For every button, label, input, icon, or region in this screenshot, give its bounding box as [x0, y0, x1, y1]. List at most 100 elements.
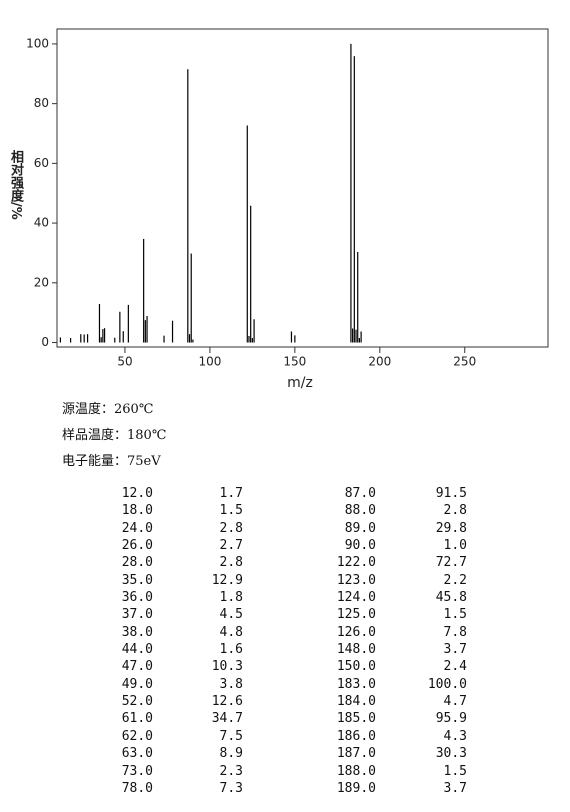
table-row: 18.0 1.5 88.0 2.8: [0, 503, 570, 520]
table-cell: 2.7: [219, 538, 243, 554]
y-axis-label: 相对强度/%: [8, 150, 23, 220]
table-cell: 10.3: [211, 659, 243, 675]
y-tick-label: 80: [34, 96, 49, 110]
plot-frame: [56, 28, 549, 348]
table-cell: 88.0: [344, 503, 376, 519]
table-row: 28.0 2.8 122.0 72.7: [0, 555, 570, 572]
table-row: 63.0 8.9 187.0 30.3: [0, 746, 570, 763]
table-row: 44.0 1.6 148.0 3.7: [0, 642, 570, 659]
table-cell: 187.0: [336, 746, 376, 762]
table-cell: 1.8: [219, 590, 243, 606]
info-line: 电子能量：75eV: [62, 454, 161, 469]
table-cell: 12.9: [211, 572, 243, 588]
table-cell: 1.5: [443, 763, 467, 779]
table-cell: 3.7: [443, 780, 467, 796]
table-row: 37.0 4.5 125.0 1.5: [0, 607, 570, 624]
table-cell: 87.0: [344, 486, 376, 501]
table-cell: 34.7: [211, 711, 243, 727]
y-tick-label: 60: [34, 156, 49, 170]
table-row: 62.0 7.5 186.0 4.3: [0, 729, 570, 746]
table-cell: 44.0: [121, 642, 153, 658]
table-cell: 4.5: [219, 607, 243, 623]
table-cell: 62.0: [121, 728, 153, 744]
table-row: 36.0 1.8 124.0 45.8: [0, 590, 570, 607]
table-cell: 26.0: [121, 538, 153, 554]
table-cell: 52.0: [121, 694, 153, 710]
table-cell: 36.0: [121, 590, 153, 606]
table-cell: 2.2: [443, 572, 467, 588]
table-cell: 189.0: [336, 780, 376, 796]
table-cell: 148.0: [336, 642, 376, 658]
table-cell: 28.0: [121, 555, 153, 571]
table-cell: 186.0: [336, 728, 376, 744]
table-cell: 150.0: [336, 659, 376, 675]
table-cell: 4.8: [219, 624, 243, 640]
table-cell: 49.0: [121, 676, 153, 692]
table-cell: 8.9: [219, 746, 243, 762]
table-cell: 3.7: [443, 642, 467, 658]
table-cell: 1.5: [443, 607, 467, 623]
table-cell: 2.8: [443, 503, 467, 519]
table-cell: 123.0: [336, 572, 376, 588]
table-cell: 1.6: [219, 642, 243, 658]
table-cell: 72.7: [435, 555, 467, 571]
table-cell: 125.0: [336, 607, 376, 623]
table-cell: 61.0: [121, 711, 153, 727]
table-cell: 100.0: [427, 676, 467, 692]
table-row: 24.0 2.8 89.0 29.8: [0, 521, 570, 538]
table-cell: 24.0: [121, 520, 153, 536]
x-tick-label: 50: [117, 355, 132, 369]
table-cell: 38.0: [121, 624, 153, 640]
table-cell: 1.5: [219, 503, 243, 519]
table-cell: 18.0: [121, 503, 153, 519]
table-cell: 4.3: [443, 728, 467, 744]
data-table: 12.0 1.7 87.0 91.5 18.0 1.5 88.0 2.8 24.0 2.8 89.0…: [0, 486, 570, 798]
table-cell: 12.0: [121, 486, 153, 501]
y-tick-label: 0: [41, 335, 49, 349]
table-cell: 73.0: [121, 763, 153, 779]
table-cell: 2.8: [219, 520, 243, 536]
table-cell: 30.3: [435, 746, 467, 762]
table-cell: 188.0: [336, 763, 376, 779]
table-cell: 2.3: [219, 763, 243, 779]
x-axis-label: m/z: [287, 375, 313, 391]
x-tick-label: 100: [198, 355, 221, 369]
y-tick-label: 100: [26, 36, 49, 50]
info-line: 源温度：260℃: [62, 402, 154, 417]
table-cell: 95.9: [435, 711, 467, 727]
table-cell: 126.0: [336, 624, 376, 640]
table-cell: 78.0: [121, 780, 153, 796]
chart: m/z 0 20 40 60 80 100 50 100 150 200 250: [26, 28, 549, 391]
table-row: 35.0 12.9 123.0 2.2: [0, 573, 570, 590]
table-cell: 7.8: [443, 624, 467, 640]
table-row: 38.0 4.8 126.0 7.8: [0, 625, 570, 642]
table-cell: 90.0: [344, 538, 376, 554]
y-tick-label: 20: [34, 275, 49, 289]
table-cell: 122.0: [336, 555, 376, 571]
table-cell: 45.8: [435, 590, 467, 606]
table-row: 47.0 10.3 150.0 2.4: [0, 659, 570, 676]
table-cell: 7.5: [219, 728, 243, 744]
table-row: 26.0 2.7 90.0 1.0: [0, 538, 570, 555]
table-cell: 2.4: [443, 659, 467, 675]
table-cell: 183.0: [336, 676, 376, 692]
table-row: 12.0 1.7 87.0 91.5: [0, 486, 570, 503]
table-cell: 1.7: [219, 486, 243, 501]
table-row: 73.0 2.3 188.0 1.5: [0, 764, 570, 781]
x-tick-label: 150: [283, 355, 306, 369]
table-cell: 37.0: [121, 607, 153, 623]
table-cell: 12.6: [211, 694, 243, 710]
table-cell: 4.7: [443, 694, 467, 710]
table-cell: 184.0: [336, 694, 376, 710]
y-tick-label: 40: [34, 216, 49, 230]
table-cell: 29.8: [435, 520, 467, 536]
table-cell: 35.0: [121, 572, 153, 588]
table-cell: 47.0: [121, 659, 153, 675]
info-line: 样品温度：180℃: [62, 428, 167, 443]
table-cell: 63.0: [121, 746, 153, 762]
table-row: 61.0 34.7 185.0 95.9: [0, 711, 570, 728]
x-tick-label: 250: [453, 355, 476, 369]
table-cell: 2.8: [219, 555, 243, 571]
table-cell: 89.0: [344, 520, 376, 536]
